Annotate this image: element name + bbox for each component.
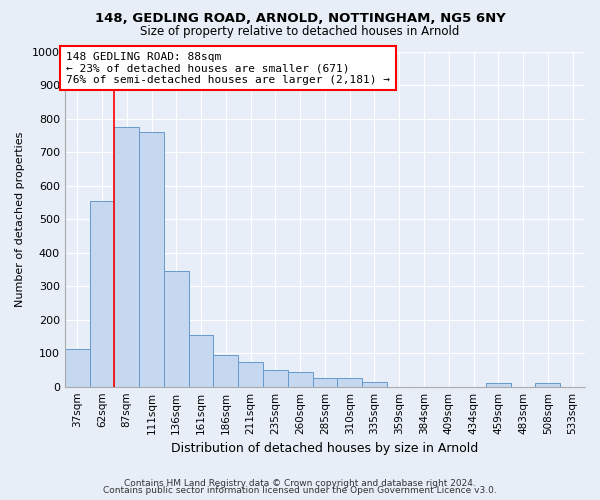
Bar — [263, 370, 288, 386]
Bar — [362, 382, 387, 386]
Text: 148 GEDLING ROAD: 88sqm
← 23% of detached houses are smaller (671)
76% of semi-d: 148 GEDLING ROAD: 88sqm ← 23% of detache… — [66, 52, 390, 84]
Bar — [288, 372, 313, 386]
Text: 148, GEDLING ROAD, ARNOLD, NOTTINGHAM, NG5 6NY: 148, GEDLING ROAD, ARNOLD, NOTTINGHAM, N… — [95, 12, 505, 26]
Bar — [115, 127, 139, 386]
Text: Contains HM Land Registry data © Crown copyright and database right 2024.: Contains HM Land Registry data © Crown c… — [124, 478, 476, 488]
Bar — [89, 200, 115, 386]
Bar — [65, 349, 89, 387]
Bar — [164, 271, 188, 386]
Bar — [535, 382, 560, 386]
X-axis label: Distribution of detached houses by size in Arnold: Distribution of detached houses by size … — [171, 442, 479, 455]
Bar — [313, 378, 337, 386]
Text: Contains public sector information licensed under the Open Government Licence v3: Contains public sector information licen… — [103, 486, 497, 495]
Bar — [238, 362, 263, 386]
Y-axis label: Number of detached properties: Number of detached properties — [15, 132, 25, 307]
Bar — [337, 378, 362, 386]
Bar — [188, 334, 214, 386]
Bar — [214, 355, 238, 386]
Bar — [139, 132, 164, 386]
Text: Size of property relative to detached houses in Arnold: Size of property relative to detached ho… — [140, 25, 460, 38]
Bar — [486, 382, 511, 386]
